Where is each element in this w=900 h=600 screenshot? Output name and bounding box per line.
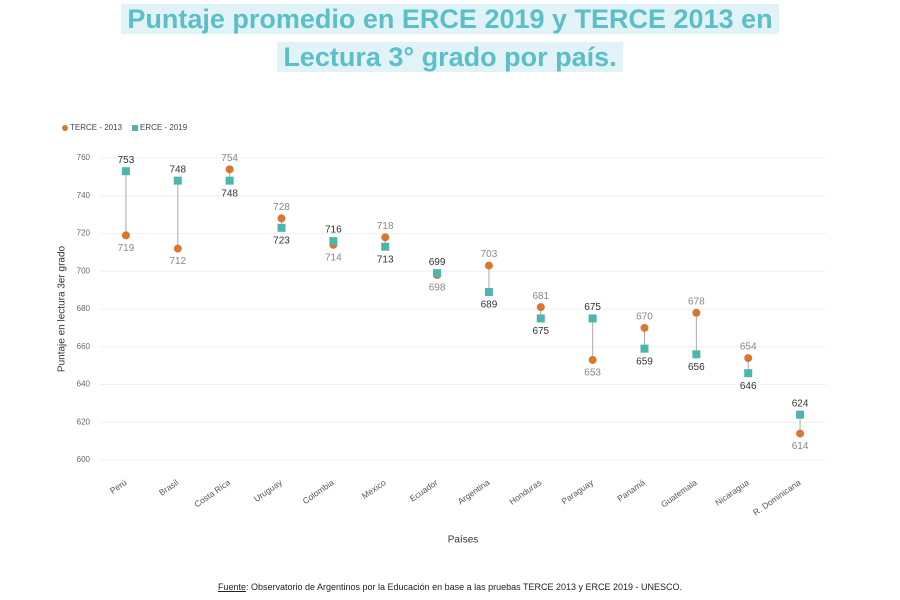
point bbox=[484, 288, 493, 297]
value-label: 646 bbox=[740, 381, 757, 392]
x-tick-label: R. Dominicana bbox=[751, 477, 803, 517]
y-tick-label: 600 bbox=[77, 455, 91, 464]
point bbox=[121, 231, 130, 240]
value-label: 716 bbox=[325, 225, 342, 236]
point bbox=[536, 314, 545, 323]
point bbox=[588, 314, 597, 323]
point bbox=[640, 344, 649, 353]
point bbox=[173, 244, 182, 253]
point bbox=[381, 233, 390, 242]
legend-marker bbox=[132, 125, 139, 131]
value-label: 656 bbox=[688, 362, 705, 373]
legend-label: TERCE - 2013 bbox=[70, 123, 123, 132]
point bbox=[381, 242, 390, 251]
y-tick-label: 700 bbox=[77, 266, 91, 275]
source-label: Fuente bbox=[217, 582, 246, 592]
point bbox=[692, 350, 701, 359]
point bbox=[484, 261, 493, 270]
value-label: 698 bbox=[429, 283, 446, 294]
point bbox=[225, 176, 234, 185]
source-text: : Observatorio de Argentinos por la Educ… bbox=[245, 582, 683, 592]
y-tick-label: 680 bbox=[77, 304, 91, 313]
y-tick-label: 640 bbox=[77, 380, 91, 389]
value-label: 703 bbox=[481, 249, 498, 260]
point bbox=[536, 303, 545, 312]
value-label: 728 bbox=[273, 202, 290, 213]
x-axis-label: Países bbox=[448, 535, 479, 546]
x-tick-label: Ecuador bbox=[408, 477, 440, 503]
value-label: 670 bbox=[636, 312, 653, 323]
point bbox=[744, 369, 753, 378]
x-tick-label: Argentina bbox=[456, 477, 492, 506]
value-label: 699 bbox=[429, 257, 446, 268]
value-label: 678 bbox=[688, 296, 705, 307]
point bbox=[796, 429, 805, 438]
x-tick-label: Uruguay bbox=[252, 477, 285, 504]
point bbox=[277, 214, 286, 223]
x-tick-label: Mexico bbox=[360, 477, 388, 501]
y-tick-label: 760 bbox=[77, 153, 91, 162]
point bbox=[173, 176, 182, 185]
value-label: 718 bbox=[377, 221, 394, 232]
value-label: 681 bbox=[532, 291, 549, 302]
legend-label: ERCE - 2019 bbox=[140, 123, 188, 132]
value-label: 748 bbox=[169, 164, 186, 175]
value-label: 712 bbox=[169, 256, 186, 267]
chart: Puntaje en lectura 3er grado Países 600 6… bbox=[57, 123, 826, 546]
x-tick-label: Colombia bbox=[301, 477, 336, 506]
x-tick-label: Paraguay bbox=[560, 477, 596, 506]
y-tick-label: 720 bbox=[77, 229, 91, 238]
title-line: Lectura 3° grado por país. bbox=[277, 42, 623, 72]
x-tick-label: Nicaragua bbox=[713, 477, 751, 508]
x-tick-label: Panamá bbox=[615, 477, 647, 504]
y-tick-label: 740 bbox=[77, 191, 91, 200]
point bbox=[433, 269, 442, 278]
value-label: 748 bbox=[221, 188, 238, 199]
point bbox=[744, 354, 753, 363]
value-label: 654 bbox=[740, 342, 757, 353]
point bbox=[121, 167, 130, 176]
x-tick-label: Costa Rica bbox=[192, 477, 232, 509]
value-label: 753 bbox=[118, 155, 135, 166]
value-label: 659 bbox=[636, 356, 653, 367]
value-label: 714 bbox=[325, 252, 342, 263]
point bbox=[796, 410, 805, 419]
value-label: 653 bbox=[584, 368, 601, 379]
point bbox=[329, 237, 338, 246]
legend-marker bbox=[62, 125, 68, 131]
point bbox=[588, 355, 597, 364]
value-label: 624 bbox=[792, 398, 809, 409]
x-tick-label: Guatemala bbox=[659, 477, 699, 509]
value-label: 675 bbox=[532, 326, 549, 337]
y-tick-label: 660 bbox=[77, 342, 91, 351]
point bbox=[640, 323, 649, 332]
point bbox=[277, 223, 286, 232]
value-label: 713 bbox=[377, 254, 394, 265]
x-tick-label: Perú bbox=[108, 477, 129, 496]
y-axis-label: Puntaje en lectura 3er grado bbox=[57, 245, 68, 372]
point bbox=[692, 308, 701, 317]
value-label: 675 bbox=[584, 302, 601, 313]
point bbox=[225, 165, 234, 174]
value-label: 723 bbox=[273, 235, 290, 246]
title: Puntaje promedio en ERCE 2019 y TERCE 20… bbox=[0, 0, 900, 76]
value-label: 689 bbox=[481, 300, 498, 311]
y-tick-label: 620 bbox=[77, 417, 91, 426]
source: Fuente: Observatorio de Argentinos por l… bbox=[0, 582, 900, 592]
value-label: 719 bbox=[118, 243, 135, 254]
x-tick-label: Honduras bbox=[507, 477, 543, 506]
value-label: 614 bbox=[792, 441, 809, 452]
value-label: 754 bbox=[221, 153, 238, 164]
title-line: Puntaje promedio en ERCE 2019 y TERCE 20… bbox=[121, 4, 779, 34]
x-tick-label: Brasil bbox=[157, 477, 180, 497]
